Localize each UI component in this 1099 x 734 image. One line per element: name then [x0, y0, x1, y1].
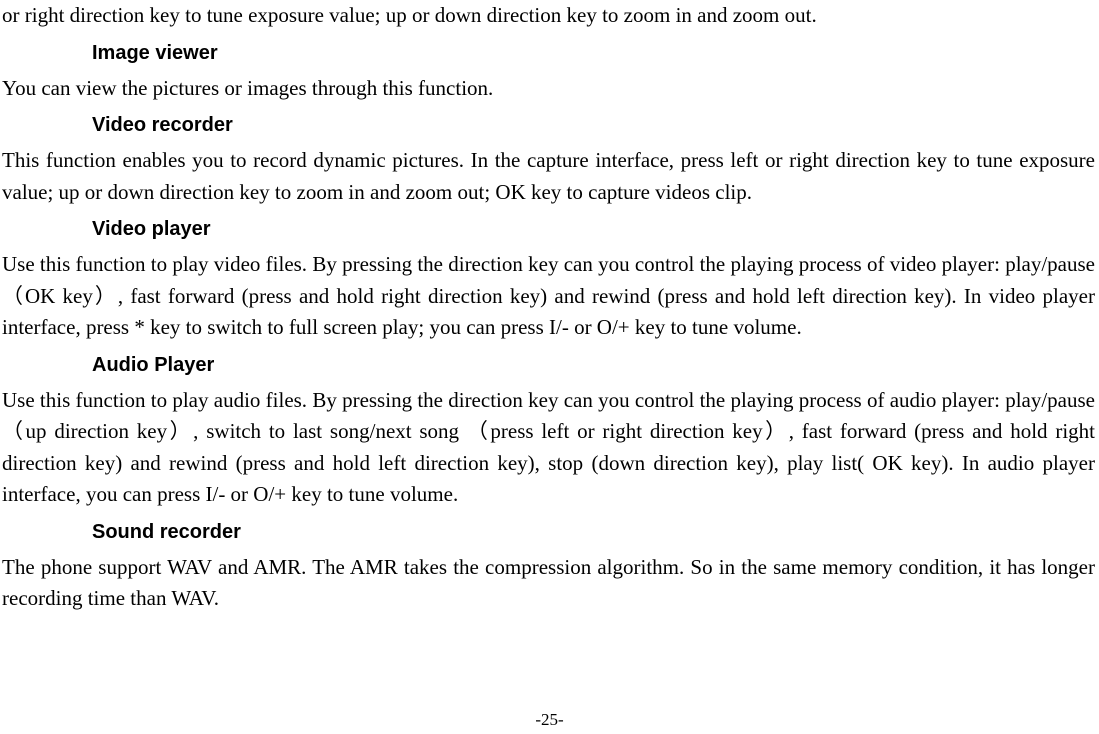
paragraph-audio-player: Use this function to play audio files. B… — [2, 385, 1095, 511]
heading-audio-player: Audio Player — [92, 354, 1095, 377]
paragraph-video-player: Use this function to play video files. B… — [2, 249, 1095, 344]
heading-image-viewer: Image viewer — [92, 42, 1095, 65]
heading-video-player: Video player — [92, 218, 1095, 241]
paragraph-image-viewer: You can view the pictures or images thro… — [2, 73, 1095, 105]
heading-video-recorder: Video recorder — [92, 114, 1095, 137]
document-page: or right direction key to tune exposure … — [0, 0, 1099, 734]
page-number: -25- — [0, 710, 1099, 730]
paragraph-sound-recorder: The phone support WAV and AMR. The AMR t… — [2, 552, 1095, 615]
heading-sound-recorder: Sound recorder — [92, 521, 1095, 544]
paragraph-top: or right direction key to tune exposure … — [2, 0, 1095, 32]
paragraph-video-recorder: This function enables you to record dyna… — [2, 145, 1095, 208]
